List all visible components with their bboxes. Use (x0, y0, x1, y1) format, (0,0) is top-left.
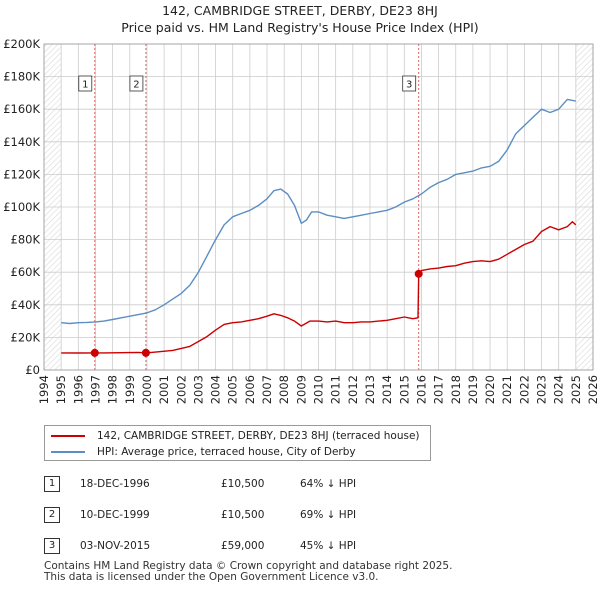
y-tick-label: £40K (11, 298, 41, 312)
x-tick-label: 2005 (226, 375, 240, 404)
y-tick-label: £140K (3, 135, 40, 149)
annotation-label: 1 (82, 80, 88, 91)
chart-title-line1: 142, CAMBRIDGE STREET, DERBY, DE23 8HJ (162, 3, 438, 18)
hpi-line (61, 98, 576, 325)
legend-item-property: 142, CAMBRIDGE STREET, DERBY, DE23 8HJ (… (51, 428, 420, 444)
footer: Contains HM Land Registry data © Crown c… (44, 561, 452, 583)
x-tick-label: 2011 (329, 375, 343, 404)
y-tick-label: £20K (11, 330, 41, 344)
footer-copyright: Contains HM Land Registry data © Crown c… (44, 560, 453, 572)
transaction-number: 3 (44, 538, 60, 554)
x-tick-label: 2026 (586, 375, 600, 404)
transaction-number: 2 (44, 507, 60, 523)
y-tick-label: £100K (3, 200, 40, 214)
x-tick-label: 2015 (397, 375, 411, 404)
y-tick-label: £200K (3, 37, 40, 51)
x-tick-label: 1999 (123, 375, 137, 404)
x-tick-label: 1994 (37, 375, 51, 404)
x-tick-label: 2003 (191, 375, 205, 404)
chart-title: 142, CAMBRIDGE STREET, DERBY, DE23 8HJ P… (0, 2, 600, 36)
transaction-date: 10-DEC-1999 (80, 509, 150, 521)
annotation-box (129, 75, 144, 92)
x-tick-label: 2025 (569, 375, 583, 404)
x-tick-label: 2020 (483, 375, 497, 404)
legend-item-hpi: HPI: Average price, terraced house, City… (51, 444, 356, 460)
y-tick-label: £0 (25, 363, 40, 377)
transaction-price: £59,000 (221, 540, 265, 552)
x-tick-label: 2017 (432, 375, 446, 404)
transaction-price: £10,500 (221, 478, 265, 490)
legend-swatch-property (51, 435, 85, 437)
x-tick-label: 2006 (243, 375, 257, 404)
x-tick-label: 2021 (500, 375, 514, 404)
chart-title-line2: Price paid vs. HM Land Registry's House … (121, 20, 479, 35)
x-tick-label: 2023 (535, 375, 549, 404)
x-tick-label: 2000 (140, 375, 154, 404)
transaction-date: 18-DEC-1996 (80, 478, 150, 490)
x-tick-label: 1998 (106, 375, 120, 404)
legend-label-hpi: HPI: Average price, terraced house, City… (97, 446, 356, 458)
sale-marker (414, 269, 423, 278)
x-tick-label: 2009 (294, 375, 308, 404)
annotation-label: 2 (133, 80, 139, 91)
annotation-box (78, 75, 93, 92)
x-tick-label: 2013 (363, 375, 377, 404)
y-tick-label: £60K (11, 265, 41, 279)
footer-licence: This data is licensed under the Open Gov… (44, 571, 379, 583)
plot-border (43, 43, 594, 371)
chart-plot: 1994 1995 1996 1997 1998 1999 2000 2001 2002 2003… (3, 37, 600, 404)
transaction-number: 1 (44, 476, 60, 492)
x-tick-label: 2008 (277, 375, 291, 404)
x-tick-label: 2001 (157, 375, 171, 404)
legend-swatch-hpi (51, 451, 85, 453)
x-tick-label: 2014 (380, 375, 394, 404)
x-tick-label: 2024 (552, 375, 566, 404)
legend-label-property: 142, CAMBRIDGE STREET, DERBY, DE23 8HJ (… (97, 430, 420, 442)
y-tick-label: £120K (3, 167, 40, 181)
transaction-hpi: 45% ↓ HPI (300, 540, 357, 552)
x-tick-label: 2019 (466, 375, 480, 404)
x-tick-label: 2022 (517, 375, 531, 404)
transaction-hpi: 69% ↓ HPI (300, 509, 357, 521)
table-row: 2 10-DEC-1999 £10,500 69% ↓ HPI (44, 507, 464, 525)
x-tick-label: 2018 (449, 375, 463, 404)
x-tick-label: 2002 (174, 375, 188, 404)
x-tick-label: 1997 (88, 375, 102, 404)
x-tick-label: 1995 (54, 375, 68, 404)
sale-marker (141, 348, 150, 357)
x-tick-label: 1996 (71, 375, 85, 404)
transaction-price: £10,500 (221, 509, 265, 521)
x-tick-label: 2004 (209, 375, 223, 404)
transaction-hpi: 64% ↓ HPI (300, 478, 357, 490)
x-tick-label: 2012 (346, 375, 360, 404)
table-row: 3 03-NOV-2015 £59,000 45% ↓ HPI (44, 538, 464, 556)
y-tick-label: £80K (11, 233, 41, 247)
property-price-line (61, 220, 577, 354)
x-tick-label: 2007 (260, 375, 274, 404)
table-row: 1 18-DEC-1996 £10,500 64% ↓ HPI (44, 476, 464, 494)
x-tick-label: 2010 (312, 375, 326, 404)
y-tick-label: £180K (3, 70, 40, 84)
legend: 142, CAMBRIDGE STREET, DERBY, DE23 8HJ (… (44, 425, 431, 461)
x-tick-label: 2016 (414, 375, 428, 404)
y-tick-label: £160K (3, 102, 40, 116)
transaction-date: 03-NOV-2015 (80, 540, 151, 552)
sale-marker (90, 348, 99, 357)
annotation-box (402, 75, 417, 92)
annotation-label: 3 (406, 80, 412, 91)
